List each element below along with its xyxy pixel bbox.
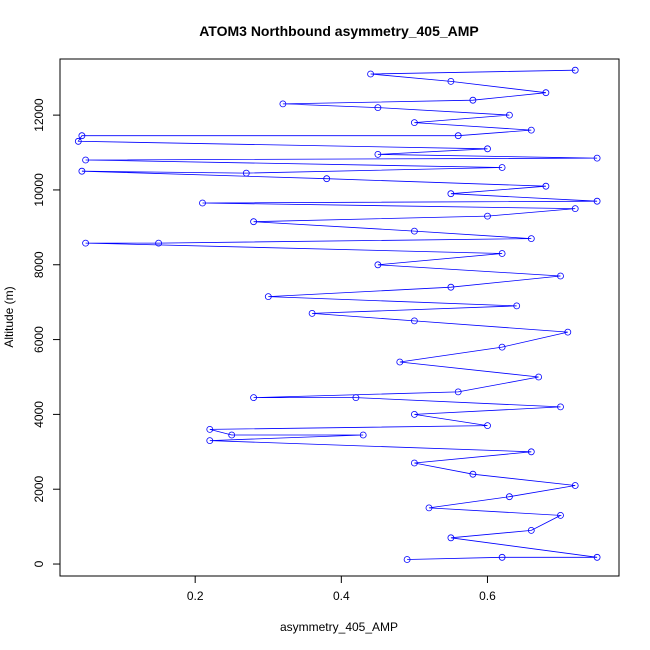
data-point <box>374 104 382 111</box>
data-point <box>469 96 477 104</box>
chart-title: ATOM3 Northbound asymmetry_405_AMP <box>199 23 479 39</box>
data-point <box>367 70 375 78</box>
data-point <box>557 272 564 280</box>
data-point <box>505 493 513 501</box>
data-point <box>425 504 433 512</box>
data-point <box>505 111 513 119</box>
data-point <box>242 169 250 177</box>
series-line <box>77 69 598 560</box>
data-point <box>557 403 564 411</box>
data-point <box>410 119 418 126</box>
x-tick-label: 0.2 <box>187 589 204 603</box>
y-tick-label: 0 <box>32 560 46 567</box>
data-point <box>535 373 542 381</box>
data-point <box>484 145 491 153</box>
x-tick-label: 0.4 <box>333 589 350 603</box>
data-point <box>410 227 418 235</box>
data-point <box>74 137 82 145</box>
data-point <box>447 534 455 542</box>
data-point <box>593 197 601 205</box>
data-point <box>403 556 411 563</box>
y-tick-label: 10000 <box>32 173 46 207</box>
data-point <box>527 235 535 243</box>
data-point <box>571 205 579 213</box>
data-point <box>564 328 572 336</box>
data-point <box>308 309 316 317</box>
data-point <box>542 89 550 97</box>
data-point <box>469 470 477 478</box>
data-point <box>498 553 506 561</box>
data-point <box>228 431 236 439</box>
data-point <box>82 239 89 247</box>
data-point <box>410 410 418 418</box>
data-point <box>498 343 506 351</box>
data-point <box>447 283 455 291</box>
data-point <box>410 317 418 325</box>
data-point <box>593 553 601 561</box>
y-tick-label: 6000 <box>32 326 46 353</box>
data-point <box>410 459 418 467</box>
x-tick-label: 0.6 <box>479 589 496 603</box>
data-point <box>447 190 455 198</box>
y-axis: 0 2000 4000 6000 8000 10000 12000 <box>32 98 61 567</box>
data-point <box>527 126 535 134</box>
data-point <box>155 239 163 247</box>
data-point <box>571 66 579 74</box>
data-point <box>498 164 506 171</box>
data-point <box>323 175 331 183</box>
data-point <box>527 448 535 456</box>
data-point <box>199 199 206 207</box>
data-point <box>352 394 360 402</box>
data-point <box>359 431 367 439</box>
data-point <box>250 394 258 402</box>
data-point <box>571 482 579 489</box>
data-point <box>78 132 86 140</box>
y-tick-label: 8000 <box>32 251 46 278</box>
data-point <box>374 150 382 158</box>
data-point <box>279 100 287 108</box>
data-point <box>498 250 506 257</box>
data-point <box>250 218 258 226</box>
data-point <box>557 512 564 519</box>
data-point <box>542 182 550 190</box>
x-axis-label: asymmetry_405_AMP <box>280 620 398 634</box>
data-point <box>396 358 404 366</box>
y-axis-label: Altitude (m) <box>2 286 16 347</box>
data-point <box>454 388 462 396</box>
x-axis: 0.2 0.4 0.6 <box>187 575 496 603</box>
data-point <box>264 293 272 301</box>
data-point <box>593 154 601 162</box>
data-layer <box>74 66 601 563</box>
y-tick-label: 4000 <box>32 401 46 428</box>
data-point <box>82 156 89 164</box>
y-tick-label: 2000 <box>32 476 46 503</box>
y-tick-label: 12000 <box>32 98 46 132</box>
data-point <box>374 261 382 269</box>
data-point <box>484 422 491 430</box>
data-point <box>454 132 462 140</box>
plot-frame <box>59 58 620 577</box>
data-point <box>527 527 535 534</box>
data-point <box>206 425 214 433</box>
data-point <box>206 437 214 445</box>
data-point <box>513 302 521 310</box>
data-point <box>447 78 455 85</box>
data-point <box>78 167 86 175</box>
data-point <box>484 212 491 220</box>
